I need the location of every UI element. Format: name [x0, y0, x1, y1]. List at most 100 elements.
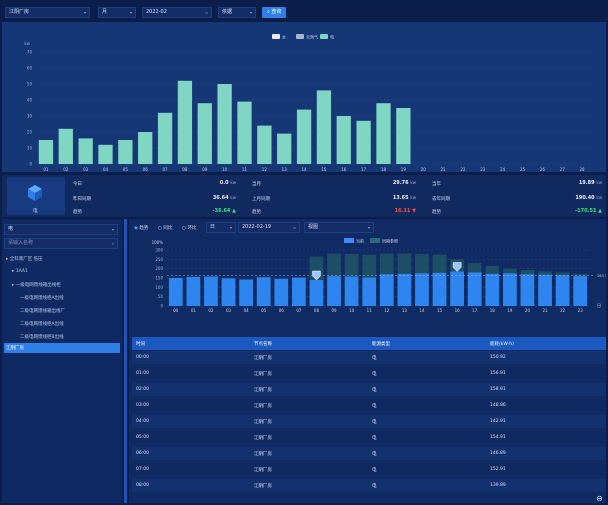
tree-item[interactable]: 二级电网馈线柜B出线: [20, 335, 64, 340]
table-row[interactable]: 06:00 江阴厂房 电 146.89: [132, 447, 606, 460]
chevron-down-icon: ▸: [12, 269, 16, 274]
table-cell: 02:00: [136, 387, 149, 392]
bar-current: [397, 273, 412, 306]
stats-panel: [2, 175, 606, 217]
ratio2-label: 趋势: [252, 210, 261, 215]
legend-label: 水: [282, 34, 286, 40]
bar-current: [379, 274, 394, 306]
legend-swatch: [344, 238, 354, 243]
table-cell: 01:00: [136, 371, 149, 376]
table-cell: 电: [372, 388, 377, 393]
tree-item[interactable]: 二级电网馈线柜A出线: [20, 322, 64, 327]
today-value: 0.0 kw: [219, 180, 236, 186]
x-tick-label: 11: [242, 167, 248, 172]
radio-icon: ○: [182, 226, 186, 231]
table-row[interactable]: 01:00 江阴厂房 电 156.91: [132, 367, 606, 380]
sub-view-select[interactable]: 视图 ▾: [304, 222, 374, 233]
x-tick-label: 20: [421, 167, 427, 172]
splitter-handle[interactable]: [124, 219, 127, 503]
bar: [296, 109, 312, 164]
bar-current: [221, 278, 236, 306]
stats-grid: [68, 180, 606, 181]
y-tick-label: 20: [27, 130, 33, 135]
x-tick-label: 11: [367, 308, 373, 313]
table-row[interactable]: 03:00 江阴厂房 电 148.86: [132, 399, 606, 412]
table-cell: 154.91: [490, 435, 506, 440]
tree-item[interactable]: 二级电网馈线箱出线厂: [20, 309, 65, 314]
table-cell: 150.92: [490, 355, 506, 360]
tree-item[interactable]: ▸ 全科南厂区 低压: [6, 257, 43, 262]
x-tick-label: 27: [560, 167, 566, 172]
table-cell: 06:00: [136, 451, 149, 456]
yesterday-value: 36.64 kw: [212, 195, 236, 201]
y-tick-label: 10: [27, 146, 33, 151]
bar: [257, 125, 272, 164]
ratio3-label: 趋势: [432, 210, 441, 215]
table-row[interactable]: 08:00 江阴厂房 电 139.89: [132, 479, 606, 492]
site-select[interactable]: 江阴厂房 ▾: [5, 7, 90, 18]
y-axis-label: 100%: [152, 240, 164, 245]
bar: [396, 108, 411, 164]
tree-item[interactable]: 一级电网馈线柜A出线: [20, 296, 64, 301]
table-cell: 152.91: [490, 467, 506, 472]
bar-current: [538, 274, 552, 306]
sub-period-select[interactable]: 日 ▾: [206, 222, 236, 233]
bar-current: [467, 272, 482, 306]
yesterday-label: 昨日同期: [73, 197, 91, 202]
table-row[interactable]: 04:00 江阴厂房 电 142.91: [132, 415, 606, 428]
bar-current: [555, 275, 570, 306]
date-input[interactable]: 2022-02 ▫: [142, 7, 212, 18]
table-cell: 03:00: [136, 403, 149, 408]
table-row[interactable]: 00:00 江阴厂房 电 150.92: [132, 351, 606, 364]
bar: [336, 116, 351, 164]
tree-energy-select[interactable]: 电 ▾: [4, 224, 118, 235]
energy-type-label: 电: [33, 209, 38, 214]
legend-swatch: [296, 34, 304, 39]
tree-search-input[interactable]: 请输入名称 ⌕: [4, 238, 118, 249]
tree-item-selected[interactable]: [4, 343, 120, 353]
x-tick-label: 16: [455, 308, 461, 313]
period-select[interactable]: 月 ▾: [98, 7, 136, 18]
table-row[interactable]: 07:00 江阴厂房 电 152.91: [132, 463, 606, 476]
x-tick-label: 17: [472, 308, 478, 313]
table-cell: 电: [372, 436, 377, 441]
table-cell: 电: [372, 420, 377, 425]
y-axis-label: kw: [24, 41, 30, 46]
year-value: 19.89 kw: [578, 180, 602, 186]
tree-search-placeholder: 请输入名称: [8, 240, 34, 246]
last-year-value: 190.40 kw: [575, 195, 602, 201]
chevron-down-icon: ▸: [6, 257, 10, 262]
y-tick-label: 50: [27, 82, 33, 87]
radio-mom[interactable]: ○ 环比: [182, 226, 197, 231]
y-tick-label: 0: [160, 304, 163, 309]
bar-current: [309, 280, 324, 306]
last-month-value: 13.65 kw: [392, 195, 416, 201]
range-select[interactable]: 依据 ▾: [218, 7, 256, 18]
bar-current: [274, 278, 289, 306]
x-tick-label: 16: [341, 167, 347, 172]
tree-item[interactable]: ▸ 1AA1: [12, 269, 28, 274]
y-tick-label: 30: [27, 114, 33, 119]
bar-current: [415, 273, 429, 306]
bar-current: [485, 273, 500, 306]
query-button[interactable]: ⌕ 查询: [262, 7, 287, 18]
sub-date-input[interactable]: 2022-02-19 ▫: [238, 222, 300, 233]
table-cell: 江阴厂房: [254, 372, 272, 377]
chevron-down-icon: ▸: [12, 283, 16, 288]
bar: [316, 90, 332, 164]
x-tick-label: 21: [542, 308, 548, 313]
x-tick-label: 14: [302, 167, 308, 172]
x-tick-label: 23: [480, 167, 486, 172]
x-tick-label: 26: [540, 167, 546, 172]
search-icon: ⌕: [111, 241, 114, 246]
zoom-out-icon[interactable]: ⊖: [596, 494, 603, 503]
table-cell: 148.86: [490, 403, 506, 408]
radio-trend[interactable]: ◉ 趋势: [134, 226, 149, 231]
table-row[interactable]: 05:00 江阴厂房 电 154.91: [132, 431, 606, 444]
x-tick-label: 13: [282, 167, 288, 172]
table-row[interactable]: 02:00 江阴厂房 电 158.91: [132, 383, 606, 396]
radio-yoy[interactable]: ○ 同比: [158, 226, 173, 231]
table-header-time: 时间: [136, 342, 145, 347]
tree-item[interactable]: ▸ 一级电网馈线箱出线柜: [12, 283, 61, 288]
ratio1-value: -36.64 ▲: [212, 208, 236, 214]
